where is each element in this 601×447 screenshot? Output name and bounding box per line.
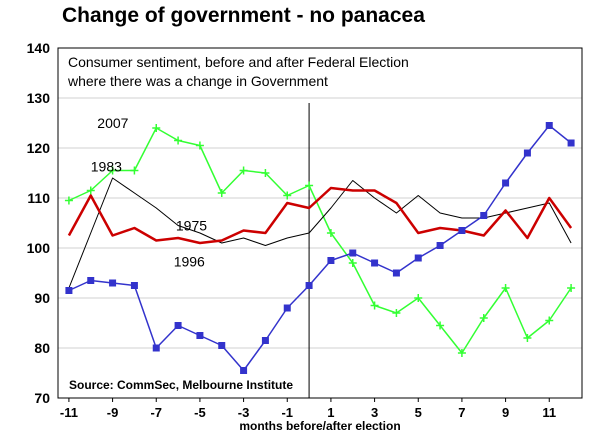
y-tick-label: 110 xyxy=(27,190,50,206)
data-point-2007 xyxy=(392,309,401,317)
data-point-2007 xyxy=(457,349,466,357)
series-1975 xyxy=(68,177,572,289)
data-point-2007 xyxy=(217,189,226,197)
data-point-2007 xyxy=(545,316,554,325)
data-point-1983 xyxy=(240,367,248,374)
series-1996 xyxy=(67,186,573,245)
x-axis-label: months before/after election xyxy=(239,419,400,433)
data-point-2007 xyxy=(195,141,204,150)
x-tick-label: 9 xyxy=(502,405,509,420)
y-tick-label: 90 xyxy=(34,290,50,306)
data-point-1983 xyxy=(130,282,138,289)
x-tick-label: -1 xyxy=(281,405,293,420)
chart-source: Source: CommSec, Melbourne Institute xyxy=(69,378,293,392)
data-point-1983 xyxy=(218,342,226,349)
data-point-1983 xyxy=(305,282,313,289)
series-label-1996: 1996 xyxy=(174,254,205,270)
data-point-2007 xyxy=(523,334,532,342)
data-point-2007 xyxy=(348,259,357,267)
series-label-2007: 2007 xyxy=(97,115,128,131)
y-axis-tick-labels: 70 80 90 100 110 120 130 140 xyxy=(27,40,51,406)
x-tick-label: -3 xyxy=(238,405,250,420)
data-point-2007 xyxy=(283,191,292,200)
series-2007 xyxy=(64,124,576,357)
x-tick-label: 7 xyxy=(458,405,465,420)
chart-subtitle-line2: where there was a change in Government xyxy=(67,73,328,89)
x-tick-label: -5 xyxy=(194,405,206,420)
data-point-2007 xyxy=(370,301,379,310)
data-point-2007 xyxy=(108,166,117,175)
data-point-1983 xyxy=(109,279,117,287)
y-tick-label: 120 xyxy=(27,140,51,156)
chart-title: Change of government - no panacea xyxy=(62,4,425,27)
series-labels: 2007 1975 1996 1983 xyxy=(91,115,208,270)
data-point-2007 xyxy=(239,166,248,175)
data-point-1983 xyxy=(502,179,510,187)
data-point-1983 xyxy=(196,332,204,339)
data-point-2007 xyxy=(501,284,510,292)
series-label-1983: 1983 xyxy=(91,159,122,175)
data-point-1983 xyxy=(174,322,182,329)
data-point-1983 xyxy=(283,304,291,312)
x-tick-label: 3 xyxy=(371,405,378,420)
plot-frame xyxy=(57,47,583,399)
data-point-2007 xyxy=(152,124,161,132)
x-tick-label: -7 xyxy=(150,405,162,420)
y-tick-label: 140 xyxy=(27,40,51,56)
series-line-1996 xyxy=(67,186,573,245)
series-line-1975 xyxy=(68,177,572,289)
data-point-2007 xyxy=(130,166,139,175)
x-axis-tick-labels: -11 -9 -7 -5 -3 -1 1 3 5 7 9 11 xyxy=(60,398,556,420)
series-layer xyxy=(64,122,576,374)
data-point-2007 xyxy=(414,294,423,302)
data-point-2007 xyxy=(479,314,488,322)
data-point-1983 xyxy=(261,337,269,344)
data-point-2007 xyxy=(326,229,335,237)
y-tick-label: 100 xyxy=(27,240,51,256)
series-line-2007 xyxy=(68,127,572,354)
series-1983 xyxy=(65,122,575,374)
x-tick-label: -9 xyxy=(107,405,119,420)
gridlines xyxy=(58,97,582,349)
data-point-1983 xyxy=(458,227,466,234)
data-point-1983 xyxy=(545,122,553,129)
data-point-1983 xyxy=(65,287,73,294)
series-label-1975: 1975 xyxy=(176,218,207,234)
data-point-2007 xyxy=(305,181,314,190)
data-point-2007 xyxy=(436,321,445,330)
x-tick-label: 11 xyxy=(542,405,556,420)
data-point-1983 xyxy=(567,139,575,147)
data-point-1983 xyxy=(523,149,531,157)
data-point-2007 xyxy=(174,136,183,145)
data-point-1983 xyxy=(327,257,335,264)
x-tick-label: 1 xyxy=(327,405,334,420)
data-point-2007 xyxy=(261,169,270,177)
data-point-2007 xyxy=(64,196,73,205)
data-point-2007 xyxy=(86,186,95,195)
y-tick-label: 70 xyxy=(34,390,50,406)
x-tick-label: 5 xyxy=(415,405,422,420)
y-tick-label: 80 xyxy=(34,340,50,356)
data-point-1983 xyxy=(371,259,379,267)
series-line-1983 xyxy=(68,124,572,372)
data-point-1983 xyxy=(392,269,400,277)
y-tick-label: 130 xyxy=(27,90,51,106)
chart-subtitle-line1: Consumer sentiment, before and after Fed… xyxy=(68,54,409,70)
data-point-1983 xyxy=(87,277,95,284)
data-point-1983 xyxy=(152,344,160,352)
x-tick-label: -11 xyxy=(60,405,78,420)
data-point-1983 xyxy=(480,212,488,219)
data-point-1983 xyxy=(349,249,357,257)
data-point-2007 xyxy=(567,284,576,292)
data-point-1983 xyxy=(436,242,444,249)
data-point-1983 xyxy=(414,254,422,262)
